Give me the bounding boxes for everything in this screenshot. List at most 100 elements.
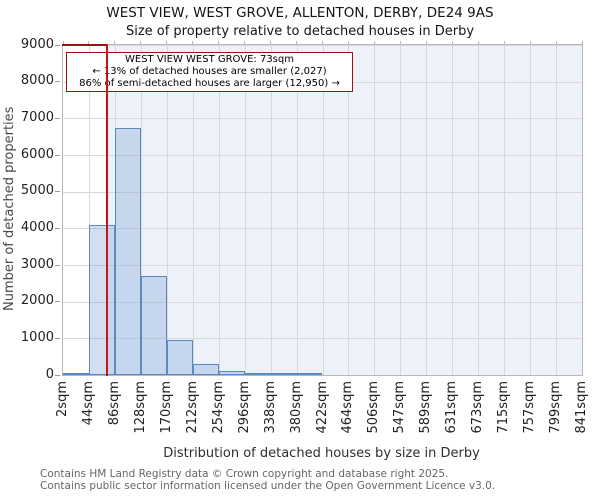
- v-gridline: [426, 45, 428, 375]
- v-gridline: [374, 45, 376, 375]
- v-gridline: [244, 45, 246, 375]
- v-gridline: [192, 45, 194, 375]
- x-tick-label: 506sqm: [366, 381, 382, 434]
- top-tick-mark: [347, 41, 349, 44]
- v-gridline: [556, 45, 558, 375]
- v-gridline: [322, 45, 324, 375]
- top-tick-mark: [529, 41, 531, 44]
- x-tick-label: 254sqm: [210, 381, 226, 434]
- annotation-line-larger: 86% of semi-detached houses are larger (…: [79, 77, 340, 89]
- y-tick-mark: [55, 154, 60, 156]
- histogram-bar: [140, 276, 167, 375]
- v-gridline: [270, 45, 272, 375]
- x-tick-label: 673sqm: [470, 381, 486, 434]
- v-gridline: [504, 45, 506, 375]
- top-tick-mark: [62, 41, 64, 44]
- y-tick-label: 8000: [20, 73, 54, 89]
- x-tick-label: 715sqm: [496, 381, 512, 434]
- y-tick-mark: [55, 374, 60, 376]
- y-tick-mark: [55, 191, 60, 193]
- x-tick-label: 757sqm: [522, 381, 538, 434]
- y-tick-label: 9000: [20, 36, 54, 52]
- y-tick-mark: [55, 81, 60, 83]
- top-tick-mark: [503, 41, 505, 44]
- y-tick-label: 4000: [20, 219, 54, 235]
- x-tick-label: 2sqm: [55, 381, 70, 417]
- x-tick-label: 338sqm: [262, 381, 278, 434]
- x-tick-label: 631sqm: [444, 381, 460, 434]
- top-tick-mark: [244, 41, 246, 44]
- y-axis-title: Number of detached properties: [2, 106, 17, 312]
- v-gridline: [348, 45, 350, 375]
- x-tick-label: 86sqm: [106, 381, 122, 426]
- y-tick-label: 5000: [20, 183, 54, 199]
- histogram-bar: [88, 224, 115, 375]
- y-tick-mark: [55, 301, 60, 303]
- y-tick-mark: [55, 264, 60, 266]
- plot-area: WEST VIEW WEST GROVE: 73sqm ← 13% of det…: [62, 41, 583, 376]
- v-gridline: [530, 45, 532, 375]
- x-tick-label: 128sqm: [132, 381, 148, 434]
- y-tick-label: 2000: [20, 293, 54, 309]
- annotation-line-smaller: ← 13% of detached houses are smaller (2,…: [92, 65, 327, 77]
- histogram-bar: [166, 340, 193, 375]
- y-tick-label: 7000: [20, 109, 54, 125]
- histogram-bar: [192, 364, 219, 375]
- annotation-line-property: WEST VIEW WEST GROVE: 73sqm: [125, 54, 294, 65]
- x-tick-label: 841sqm: [574, 381, 589, 434]
- x-tick-label: 380sqm: [288, 381, 304, 434]
- top-tick-mark: [192, 41, 194, 44]
- v-gridline: [218, 45, 220, 375]
- top-tick-mark: [373, 41, 375, 44]
- top-tick-mark: [166, 41, 168, 44]
- v-gridline: [400, 45, 402, 375]
- top-tick-mark: [581, 41, 583, 44]
- x-tick-label: 799sqm: [548, 381, 564, 434]
- x-tick-label: 44sqm: [80, 381, 96, 426]
- property-marker-line: [105, 44, 108, 376]
- x-tick-label: 422sqm: [314, 381, 330, 434]
- x-tick-label: 212sqm: [184, 381, 200, 434]
- v-gridline: [140, 45, 142, 375]
- top-tick-mark: [555, 41, 557, 44]
- top-tick-mark: [218, 41, 220, 44]
- x-tick-label: 464sqm: [340, 381, 356, 434]
- shade-region-larger: [106, 45, 582, 375]
- y-tick-mark: [55, 117, 60, 119]
- top-axis-smaller-segment: [62, 44, 108, 46]
- top-tick-mark: [451, 41, 453, 44]
- page-subtitle: Size of property relative to detached ho…: [125, 24, 475, 39]
- footer-line-1: Contains HM Land Registry data © Crown c…: [40, 468, 449, 480]
- v-gridline: [296, 45, 298, 375]
- y-tick-label: 6000: [20, 146, 54, 162]
- x-tick-label: 296sqm: [236, 381, 252, 434]
- top-tick-mark: [322, 41, 323, 44]
- x-axis-title: Distribution of detached houses by size …: [163, 446, 480, 461]
- v-gridline: [166, 45, 168, 375]
- y-tick-label: 1000: [20, 329, 54, 345]
- y-tick-label: 3000: [20, 256, 54, 272]
- top-tick-mark: [88, 41, 90, 44]
- top-tick-mark: [270, 41, 272, 44]
- top-tick-mark: [477, 41, 479, 44]
- top-tick-mark: [399, 41, 401, 44]
- histogram-bar: [114, 127, 141, 375]
- page-title: WEST VIEW, WEST GROVE, ALLENTON, DERBY, …: [106, 5, 494, 21]
- histogram-bar: [63, 373, 89, 375]
- histogram-bar: [244, 373, 271, 375]
- histogram-bar: [270, 373, 297, 375]
- v-gridline: [452, 45, 454, 375]
- y-tick-mark: [55, 44, 60, 46]
- x-tick-label: 170sqm: [158, 381, 174, 434]
- top-tick-mark: [114, 41, 116, 44]
- y-tick-label: 0: [45, 366, 54, 382]
- x-tick-label: 547sqm: [392, 381, 408, 434]
- annotation-box: WEST VIEW WEST GROVE: 73sqm ← 13% of det…: [66, 52, 353, 93]
- histogram-bar: [218, 371, 245, 375]
- top-tick-mark: [140, 41, 142, 44]
- x-tick-label: 589sqm: [418, 381, 434, 434]
- y-tick-mark: [55, 227, 60, 229]
- histogram-bar: [296, 373, 323, 375]
- v-gridline: [478, 45, 480, 375]
